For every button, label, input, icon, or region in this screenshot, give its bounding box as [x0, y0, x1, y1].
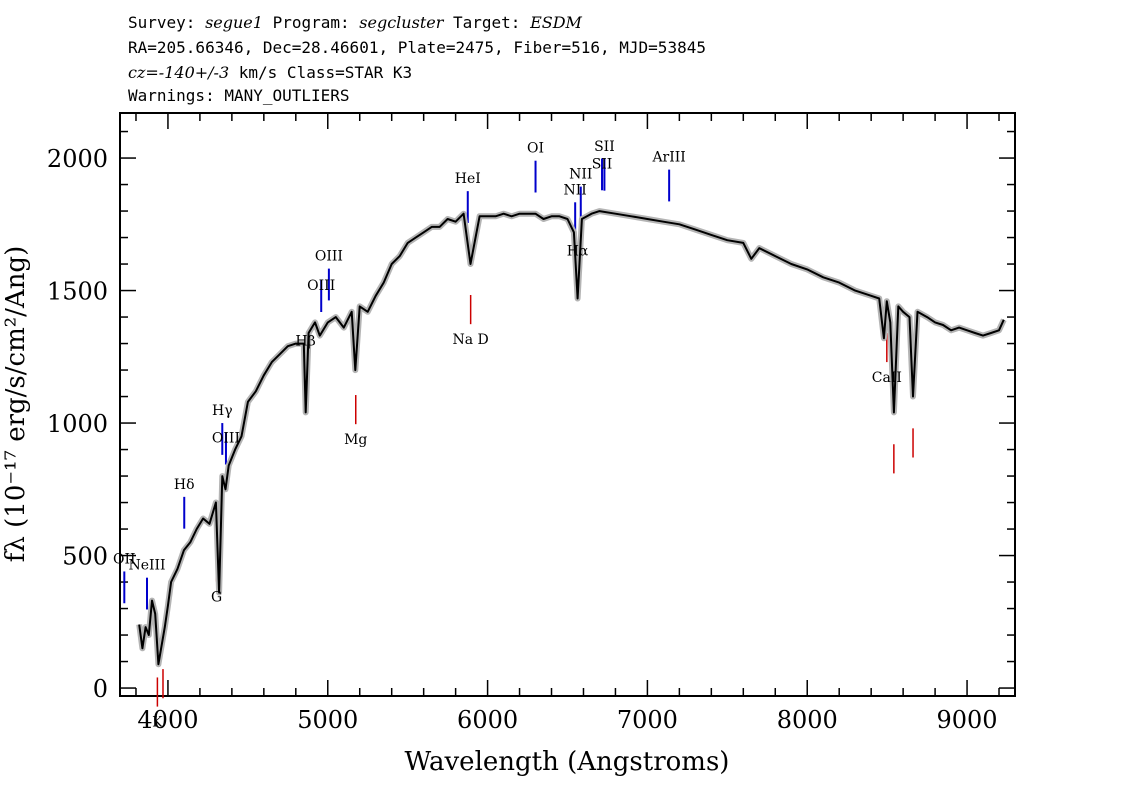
y-tick-label: 2000 [47, 145, 108, 173]
class-value: km/s Class=STAR K3 [238, 63, 413, 82]
header-line-4: Warnings: MANY_OUTLIERS [128, 86, 350, 105]
header-line-1: Survey: segue1 Program: segcluster Targe… [128, 12, 582, 34]
axis-ticks [120, 113, 1015, 696]
redshift-value: cz=-140+/-3 [128, 63, 230, 82]
x-tick-label: 6000 [457, 706, 518, 734]
y-tick-label: 1500 [47, 278, 108, 306]
emission-line-label: Hβ [295, 334, 315, 350]
emission-line-label: ArIII [651, 150, 685, 166]
target-value: ESDM [530, 13, 582, 32]
plot-frame [119, 112, 1016, 697]
x-tick-label: 4000 [137, 706, 198, 734]
error-band [136, 208, 1007, 668]
header-line-3: cz=-140+/-3 km/s Class=STAR K3 [128, 62, 412, 84]
spectrum-line [138, 210, 1005, 666]
emission-line-label: Hα [567, 244, 589, 260]
y-tick-label: 0 [93, 675, 108, 703]
y-axis-label: fλ (10⁻¹⁷ erg/s/cm²/Ang) [1, 246, 31, 562]
x-axis-label: Wavelength (Angstroms) [405, 747, 730, 777]
absorption-line-label: G [211, 590, 222, 606]
program-value: segcluster [359, 13, 444, 32]
emission-line-label: OIII [307, 278, 335, 294]
absorption-line-label: Na D [453, 332, 489, 348]
emission-line-label: SII [592, 156, 613, 172]
emission-line-label: NeIII [128, 558, 165, 574]
emission-line-label: OIII [315, 249, 343, 265]
emission-line-label: OI [527, 141, 544, 157]
y-tick-label: 1000 [47, 410, 108, 438]
x-tick-label: 7000 [617, 706, 678, 734]
y-tick-label: 500 [62, 543, 108, 571]
target-label: Target: [453, 13, 521, 32]
spectrum-series [136, 208, 1007, 668]
emission-line-label: Hδ [174, 477, 195, 493]
emission-line-label: OII [113, 551, 136, 567]
absorption-line-label: CaII [872, 370, 902, 386]
emission-line-label: NII [569, 167, 592, 183]
survey-label: Survey: [128, 13, 196, 32]
absorption-line-label: Mg [344, 432, 367, 448]
emission-line-label: SII [594, 139, 615, 155]
survey-value: segue1 [205, 13, 263, 32]
tick-labels: 4000 5000 6000 7000 8000 9000 0 500 1000 1500 2000 [47, 145, 998, 734]
header-line-2: RA=205.66346, Dec=28.46601, Plate=2475, … [128, 38, 706, 57]
line-marker-labels: OIINeIIIHδHγOIIIHβOIIIOIIIHeIOINIIHαNIIS… [113, 139, 902, 731]
absorption-line-label: K [152, 715, 163, 731]
x-tick-label: 8000 [777, 706, 838, 734]
program-label: Program: [272, 13, 350, 32]
x-tick-label: 5000 [297, 706, 358, 734]
x-tick-label: 9000 [937, 706, 998, 734]
emission-line-label: Hγ [212, 403, 233, 419]
emission-line-label: NII [564, 182, 587, 198]
emission-line-label: OIII [212, 431, 240, 447]
emission-line-label: HeI [455, 171, 481, 187]
